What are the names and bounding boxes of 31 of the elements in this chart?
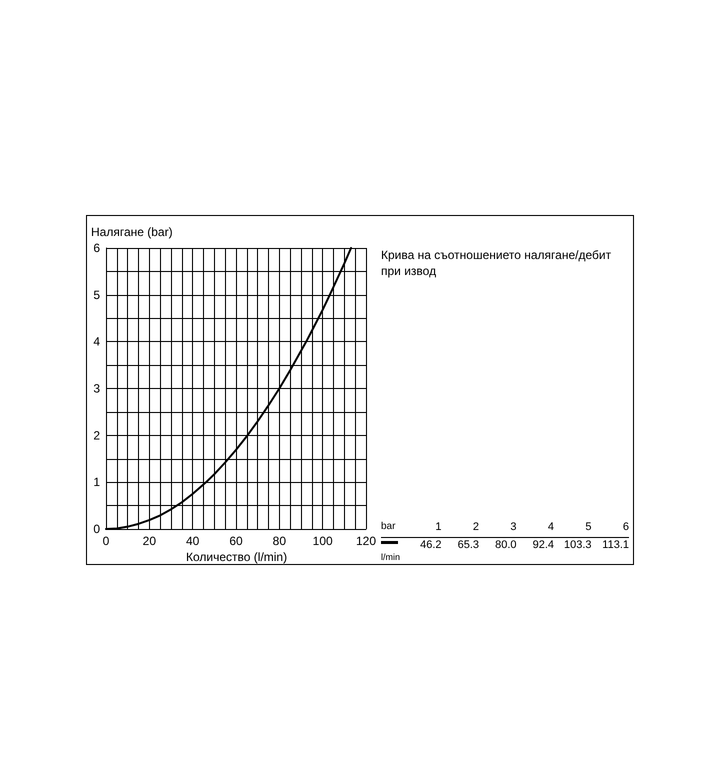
text: l/min [381, 552, 400, 562]
y-tick-label: 6 [93, 241, 100, 255]
text: 2 [472, 521, 479, 533]
y-tick-label: 3 [93, 382, 100, 396]
text: 1 [434, 521, 442, 533]
text: 80.0 [495, 539, 516, 551]
y-axis-title: Налягане (bar) [91, 225, 173, 239]
x-tick-label: 80 [272, 534, 286, 548]
y-tick-label: 0 [93, 522, 100, 536]
text: 65.3 [458, 539, 479, 551]
x-tick-label: 60 [229, 534, 243, 548]
text: 6 [622, 521, 629, 533]
text: 46.2 [419, 539, 442, 551]
text: 3 [510, 521, 516, 533]
x-tick-label: 20 [142, 534, 156, 548]
x-axis-title: Количество (l/min) [186, 550, 288, 564]
y-tick-label: 5 [93, 288, 100, 302]
x-tick-label: 120 [356, 534, 376, 548]
text: 5 [585, 521, 592, 533]
text: 103.3 [564, 539, 592, 551]
x-tick-label: 40 [186, 534, 200, 548]
text: 113.1 [602, 539, 629, 551]
y-tick-label: 4 [93, 334, 100, 349]
text: 92.4 [532, 539, 554, 551]
y-tick-label: 2 [93, 428, 100, 442]
y-tick-label: 1 [93, 475, 100, 490]
text: Крива на съотношението налягане/дебит при извод [381, 247, 612, 279]
x-tick-label: 100 [312, 534, 333, 548]
text: bar [381, 521, 396, 532]
x-tick-label: 0 [102, 534, 110, 548]
text: 4 [548, 521, 554, 533]
